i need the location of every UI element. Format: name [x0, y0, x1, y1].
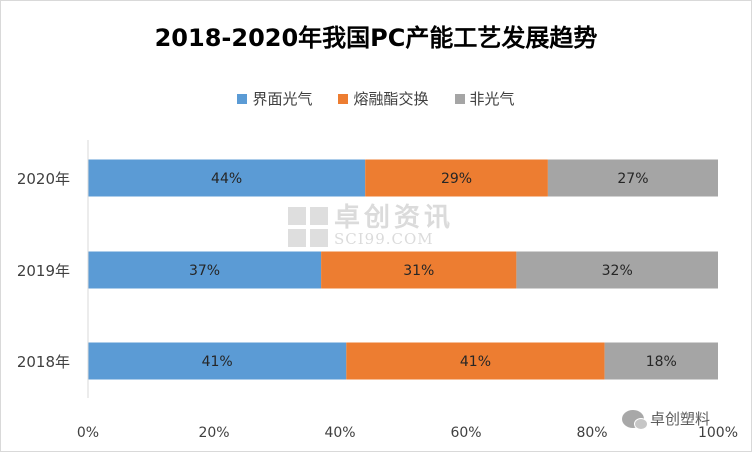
category-label-1: 2019年	[17, 262, 70, 280]
data-label-2-2: 18%	[646, 354, 677, 370]
brand-mark: 卓创塑料	[622, 408, 711, 430]
data-label-1-2: 32%	[602, 263, 633, 279]
bar-1-0	[88, 251, 322, 289]
watermark-name-en: SCI99.COM	[334, 230, 434, 249]
x-tick-label-4: 80%	[576, 425, 607, 441]
data-label-0-1: 29%	[441, 171, 472, 187]
x-tick-label-3: 60%	[450, 425, 481, 441]
bar-1-2	[516, 251, 718, 289]
chart-title: 2018-2020年我国PC产能工艺发展趋势	[154, 24, 598, 52]
legend-item-1: 熔融酯交换	[338, 88, 429, 109]
x-tick-label-1: 20%	[198, 425, 229, 441]
x-tick-label-2: 40%	[324, 425, 355, 441]
bar-0-1	[365, 159, 548, 197]
category-label-0: 2020年	[17, 170, 70, 188]
watermark-logo-icon	[288, 206, 328, 247]
x-tick-label-0: 0%	[77, 425, 99, 441]
bar-0-0	[88, 159, 366, 197]
data-label-1-1: 31%	[403, 263, 434, 279]
wechat-icon	[622, 409, 648, 430]
data-label-0-0: 44%	[211, 171, 242, 187]
legend-label-2: 非光气	[469, 90, 515, 108]
legend-swatch-0	[237, 93, 248, 104]
bar-0-2	[547, 159, 718, 197]
bar-2-2	[604, 342, 718, 380]
legend-label-0: 界面光气	[252, 90, 313, 108]
data-label-0-2: 27%	[617, 171, 648, 187]
data-label-1-0: 37%	[189, 263, 220, 279]
legend-label-1: 熔融酯交换	[353, 90, 429, 108]
legend-item-2: 非光气	[454, 88, 515, 109]
legend: 界面光气 熔融酯交换 非光气	[0, 88, 752, 109]
legend-swatch-2	[454, 93, 465, 104]
x-tick-label-5: 100%	[698, 425, 738, 441]
watermark: 卓创资讯 SCI99.COM	[288, 203, 455, 249]
data-label-2-0: 41%	[202, 354, 233, 370]
watermark-name-cn: 卓创资讯	[334, 203, 455, 233]
brand-label: 卓创塑料	[650, 410, 711, 428]
bar-1-1	[321, 251, 517, 289]
data-label-2-1: 41%	[460, 354, 491, 370]
legend-swatch-1	[338, 93, 349, 104]
bar-2-0	[88, 342, 347, 380]
category-label-2: 2018年	[17, 353, 70, 371]
bar-2-1	[346, 342, 605, 380]
watermark-text: 卓创资讯 SCI99.COM	[334, 203, 455, 249]
legend-item-0: 界面光气	[237, 88, 312, 109]
